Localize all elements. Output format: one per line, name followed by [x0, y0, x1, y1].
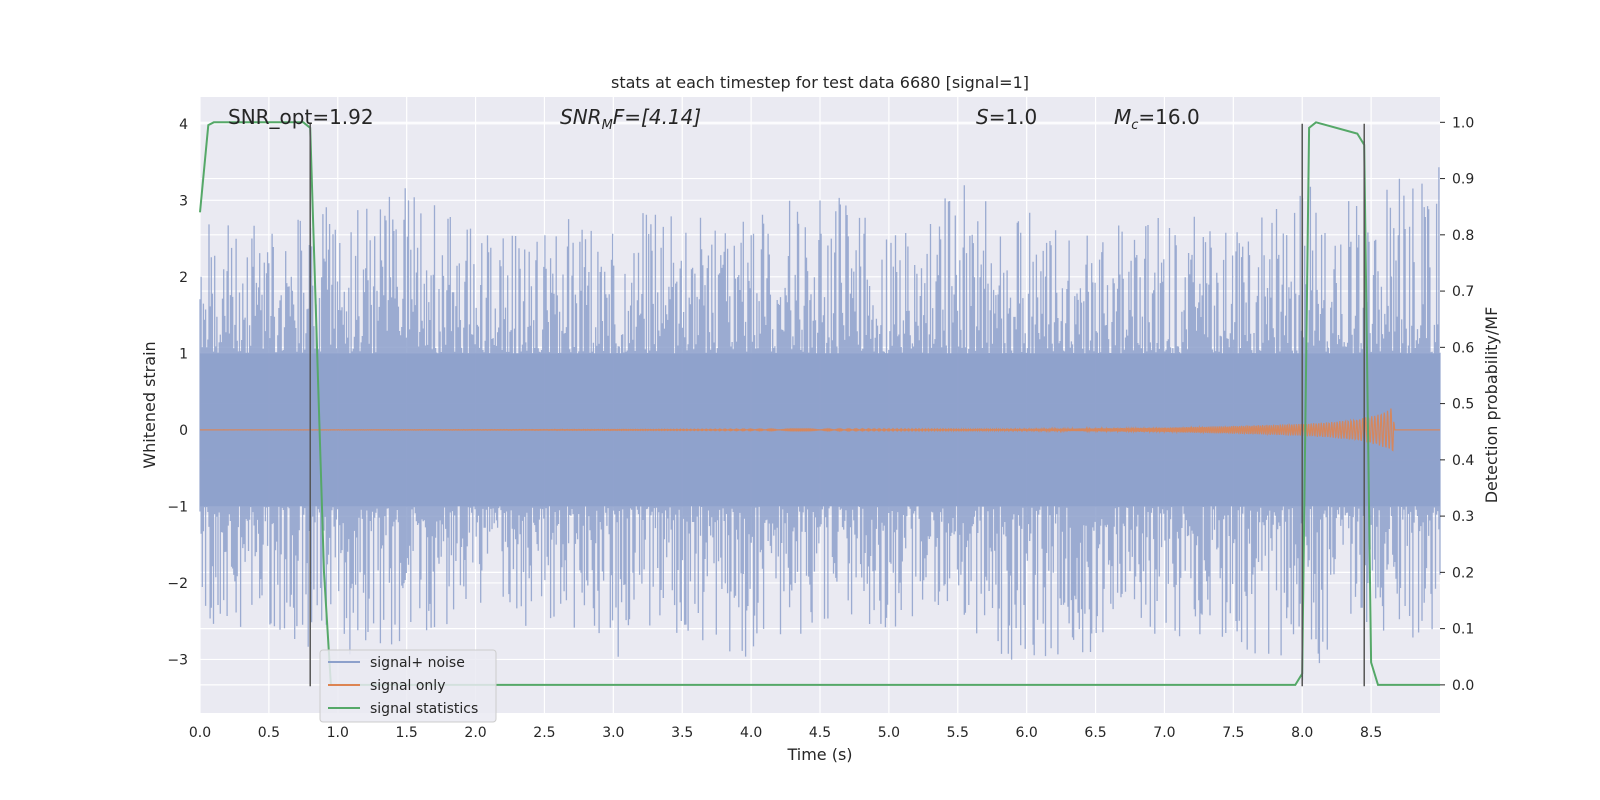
x-tick-label: 7.5	[1222, 725, 1244, 741]
x-tick-label: 2.0	[464, 725, 486, 741]
y-tick-label-left: 2	[179, 270, 188, 286]
annotation-snr-opt: SNR_opt=1.92	[228, 105, 374, 129]
y-tick-label-left: −2	[167, 576, 188, 592]
y-tick-label-right: 0.2	[1452, 565, 1474, 581]
legend-box	[319, 649, 497, 723]
y-tick-label-right: 0.3	[1452, 509, 1474, 525]
y-tick-label-right: 0.5	[1452, 397, 1474, 413]
x-tick-label: 5.5	[947, 725, 969, 741]
y-tick-label-right: 0.4	[1452, 453, 1474, 469]
x-tick-label: 1.5	[396, 725, 418, 741]
annotation-mc-base: M	[1114, 105, 1131, 129]
x-tick-label: 2.5	[533, 725, 555, 741]
chart-title: stats at each timestep for test data 668…	[611, 73, 1029, 92]
legend: signal+ noise signal only signal statist…	[319, 649, 497, 723]
vertical-markers	[309, 123, 1365, 687]
annotation-mc: Mc=16.0	[1114, 105, 1200, 133]
signal-only-line	[200, 408, 1440, 452]
y-tick-label-left: −3	[167, 652, 188, 668]
annotation-snr-mf-sub: M	[602, 118, 613, 133]
y-tick-label-left: 4	[179, 117, 188, 133]
x-tick-label: 6.0	[1016, 725, 1038, 741]
x-tick-label: 8.0	[1291, 725, 1313, 741]
y-tick-label-left: 1	[179, 346, 188, 362]
x-tick-label: 3.0	[602, 725, 624, 741]
annotation-s: S=1.0	[976, 105, 1037, 129]
x-tick-label: 5.0	[878, 725, 900, 741]
y-tick-label-left: 3	[179, 193, 188, 209]
annotation-s-label: S	[976, 105, 989, 129]
x-tick-label: 0.0	[189, 725, 211, 741]
x-tick-label: 8.5	[1360, 725, 1382, 741]
x-tick-label: 7.0	[1153, 725, 1175, 741]
annotation-mc-sub: c	[1131, 118, 1138, 133]
annotation-snr-mf: SNRMF=[4.14]	[560, 105, 701, 133]
signal-only-series	[200, 408, 1440, 452]
x-tick-label: 3.5	[671, 725, 693, 741]
x-tick-label: 0.5	[258, 725, 280, 741]
y-tick-label-right: 0.6	[1452, 340, 1474, 356]
x-tick-label: 6.5	[1084, 725, 1106, 741]
y-tick-label-right: 0.1	[1452, 622, 1474, 638]
tick-labels: 0.0 0.5 1.0 1.5 2.0 2.5 3.0 3.5 4.0 4.5 5.0 5.5 6.0 6…	[167, 115, 1474, 741]
y-tick-label-right: 0.8	[1452, 228, 1474, 244]
legend-label-signal-statistics: signal statistics	[370, 701, 478, 717]
y-tick-label-left: −1	[167, 499, 188, 515]
x-axis-label: Time (s)	[786, 745, 852, 764]
y-axis-label-left: Whitened strain	[140, 341, 159, 468]
annotation-snr-mf-base: SNR	[560, 105, 602, 129]
annotation-snr-mf-rest: F=[4.14]	[613, 105, 701, 129]
legend-label-signal-only: signal only	[370, 678, 445, 694]
legend-label-signal-noise: signal+ noise	[370, 655, 465, 671]
x-tick-label: 4.5	[809, 725, 831, 741]
y-tick-label-right: 1.0	[1452, 115, 1474, 131]
y-tick-label-right: 0.0	[1452, 678, 1474, 694]
y-tick-label-left: 0	[179, 423, 188, 439]
x-tick-label: 4.0	[740, 725, 762, 741]
x-tick-label: 1.0	[327, 725, 349, 741]
y-axis-label-right: Detection probability/MF	[1482, 307, 1501, 504]
y-tick-label-right: 0.9	[1452, 172, 1474, 188]
y-tick-label-right: 0.7	[1452, 284, 1474, 300]
annotation-mc-value: =16.0	[1138, 105, 1199, 129]
annotation-s-value: =1.0	[989, 105, 1038, 129]
